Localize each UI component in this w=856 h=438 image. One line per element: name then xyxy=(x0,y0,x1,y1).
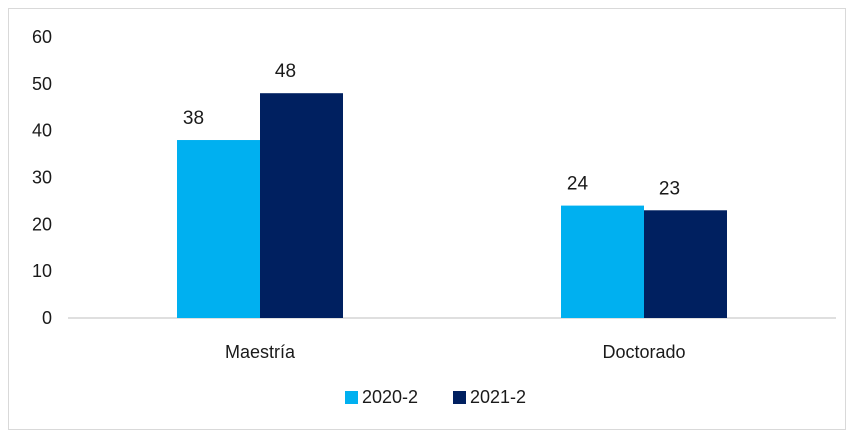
legend-swatch xyxy=(345,391,358,404)
category-label: Doctorado xyxy=(602,342,685,362)
data-label: 23 xyxy=(659,178,680,199)
y-tick-label: 30 xyxy=(32,168,52,188)
y-tick-label: 40 xyxy=(32,121,52,141)
bar-2020-2-Doctorado xyxy=(561,205,644,318)
category-label: Maestría xyxy=(225,342,296,362)
legend-swatch xyxy=(453,391,466,404)
legend-label: 2021-2 xyxy=(470,387,526,407)
y-axis-ticks: 0 10 20 30 40 50 60 xyxy=(32,27,52,328)
bar-2021-2-Maestría xyxy=(260,93,343,318)
category-labels-group: Maestría Doctorado xyxy=(225,342,686,362)
y-tick-label: 10 xyxy=(32,261,52,281)
legend-label: 2020-2 xyxy=(362,387,418,407)
data-labels-group: 38 48 24 23 xyxy=(183,61,680,199)
y-tick-label: 60 xyxy=(32,27,52,47)
bar-2020-2-Maestría xyxy=(177,140,260,318)
bar-2021-2-Doctorado xyxy=(644,210,727,318)
bars-group xyxy=(177,93,727,318)
y-tick-label: 0 xyxy=(42,308,52,328)
data-label: 38 xyxy=(183,108,204,129)
legend: 2020-2 2021-2 xyxy=(345,387,526,407)
data-label: 48 xyxy=(275,61,296,82)
data-label: 24 xyxy=(567,174,589,195)
y-tick-label: 50 xyxy=(32,74,52,94)
y-tick-label: 20 xyxy=(32,214,52,234)
